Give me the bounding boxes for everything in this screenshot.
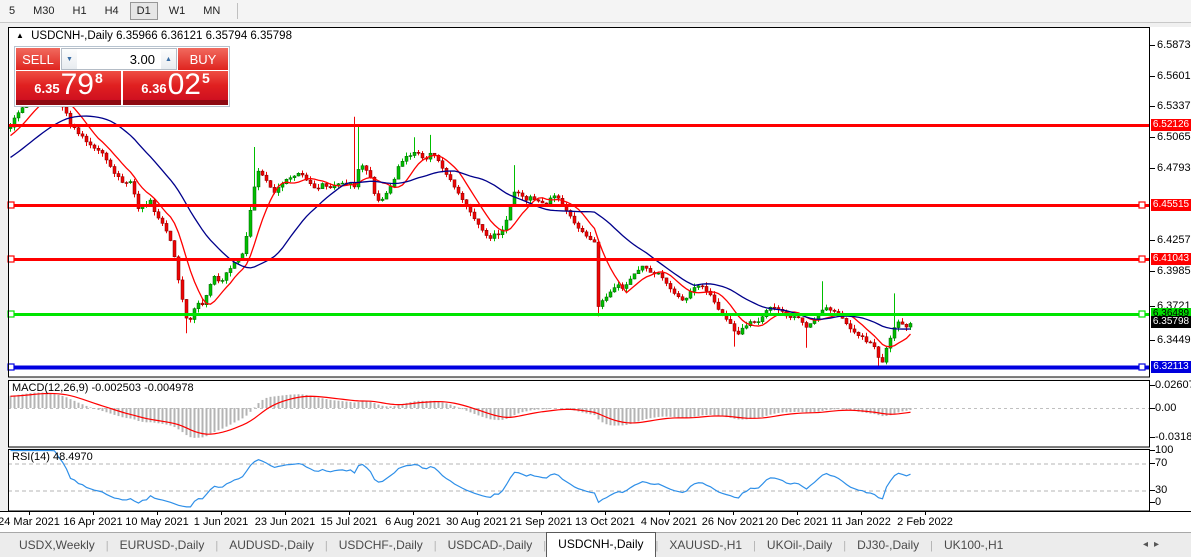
- volume-spinner: ▼ 3.00 ▲: [61, 48, 177, 70]
- price-axis-tick: 6.47930: [1157, 162, 1191, 174]
- price-axis-tick: 6.50650: [1157, 131, 1191, 143]
- volume-decrease-icon[interactable]: ▼: [62, 49, 77, 69]
- symbol-tab-bar: USDX,Weekly | EURUSD-,Daily | AUDUSD-,Daily |…: [0, 532, 1191, 557]
- tab-dj30-daily[interactable]: DJ30-,Daily: [857, 538, 920, 552]
- collapse-panel-icon[interactable]: ▲: [16, 31, 24, 40]
- tab-usdx-weekly[interactable]: USDX,Weekly: [19, 538, 95, 552]
- tab-separator: |: [324, 540, 328, 552]
- date-axis-tick: 23 Jun 2021: [254, 516, 316, 528]
- volume-increase-icon[interactable]: ▲: [161, 49, 176, 69]
- price-tag-6.52126: 6.52126: [1151, 119, 1191, 131]
- timeframe-button-5[interactable]: 5: [9, 5, 16, 17]
- price-tag-6.41043: 6.41043: [1151, 253, 1191, 265]
- buy-price-sup: 5: [201, 70, 210, 86]
- date-axis-tick: 26 Nov 2021: [701, 516, 765, 528]
- macd-axis-tick: 0.00: [1155, 402, 1177, 414]
- date-axis-tick: 6 Aug 2021: [385, 516, 441, 528]
- tab-separator: |: [930, 540, 933, 552]
- tab-xauusd-h1[interactable]: XAUUSD-,H1: [669, 538, 743, 552]
- rsi-axis-tick: 30: [1155, 484, 1168, 496]
- tab-uk100-h1[interactable]: UK100-,H1: [943, 538, 1004, 552]
- price-axis-tick: 6.56010: [1157, 70, 1191, 82]
- date-axis-tick: 4 Nov 2021: [640, 516, 698, 528]
- rsi-axis-tick: 70: [1155, 457, 1168, 469]
- tab-audusd-daily[interactable]: AUDUSD-,Daily: [229, 538, 314, 552]
- tab-separator: |: [753, 540, 756, 552]
- date-axis-tick: 21 Sep 2021: [509, 516, 573, 528]
- tab-eurusd-daily[interactable]: EURUSD-,Daily: [119, 538, 205, 552]
- macd-indicator-label: MACD(12,26,9) -0.002503 -0.004978: [12, 382, 194, 394]
- macd-axis-tick: -0.03187: [1155, 431, 1191, 443]
- timeframe-button-h4[interactable]: H4: [104, 5, 119, 17]
- buy-price-big: 02: [167, 68, 201, 101]
- tab-scroll-right-icon[interactable]: ▸: [1153, 539, 1165, 550]
- date-axis-tick: 24 Mar 2021: [0, 516, 60, 528]
- rsi-axis-tick: 100: [1155, 444, 1174, 456]
- tab-usdcnh-daily[interactable]: USDCNH-,Daily: [546, 532, 656, 557]
- date-axis-tick: 1 Jun 2021: [193, 516, 249, 528]
- tab-separator: |: [215, 540, 219, 552]
- sell-price-prefix: 6.35: [34, 81, 60, 96]
- date-axis-tick: 10 May 2021: [125, 516, 189, 528]
- buy-price-prefix: 6.36: [141, 81, 167, 96]
- chart-title: ▲ USDCNH-,Daily 6.35966 6.36121 6.35794 …: [16, 30, 292, 42]
- timeframe-button-d1[interactable]: D1: [129, 2, 158, 20]
- price-axis-tick: 6.53370: [1157, 100, 1191, 112]
- sell-price-sup: 8: [94, 70, 103, 86]
- timeframe-toolbar: 5 M30 H1 H4 D1 W1 MN: [0, 0, 1191, 23]
- chart-symbol: USDCNH-,Daily: [31, 30, 113, 42]
- price-axis-tick: 6.39850: [1157, 265, 1191, 277]
- price-tag-6.45515: 6.45515: [1151, 199, 1191, 211]
- sell-price-big: 79: [60, 68, 94, 101]
- date-axis-tick: 2 Feb 2022: [897, 516, 953, 528]
- price-tag-6.32113: 6.32113: [1151, 361, 1191, 373]
- timeframe-button-mn[interactable]: MN: [203, 5, 221, 17]
- tab-scroll-left-icon[interactable]: ◂: [1142, 539, 1154, 550]
- volume-input[interactable]: 3.00: [129, 51, 155, 67]
- tab-separator: |: [843, 540, 847, 552]
- timeframe-button-w1[interactable]: W1: [168, 5, 186, 17]
- tab-separator: |: [433, 540, 437, 552]
- tab-usdchf-daily[interactable]: USDCHF-,Daily: [338, 538, 423, 552]
- tab-usdcad-daily[interactable]: USDCAD-,Daily: [447, 538, 533, 552]
- rsi-indicator-label: RSI(14) 48.4970: [12, 451, 93, 463]
- toolbar-separator: [237, 3, 239, 19]
- tab-scroll-arrows[interactable]: ◂▸: [1143, 539, 1165, 550]
- tab-separator: |: [105, 540, 109, 552]
- tab-separator: |: [543, 540, 547, 552]
- rsi-axis-tick: 0: [1155, 496, 1162, 508]
- date-axis-tick: 16 Apr 2021: [63, 516, 123, 528]
- tab-separator: |: [655, 540, 659, 552]
- price-tag-6.35798: 6.35798: [1151, 316, 1191, 328]
- macd-axis-tick: 0.02607: [1155, 379, 1191, 391]
- date-axis-tick: 13 Oct 2021: [575, 516, 635, 528]
- price-axis-tick: 6.42570: [1157, 234, 1191, 246]
- sell-button[interactable]: SELL: [16, 48, 60, 70]
- sell-price-button[interactable]: 6.35 79 8: [16, 68, 121, 105]
- buy-button[interactable]: BUY: [178, 48, 228, 70]
- chart-ohlc-values: 6.35966 6.36121 6.35794 6.35798: [116, 30, 292, 42]
- tab-ukoil-daily[interactable]: UKOil-,Daily: [766, 538, 833, 552]
- one-click-trade-panel: SELL ▼ 3.00 ▲ BUY 6.35 79 8 6.36 02 5: [14, 46, 230, 107]
- date-axis-tick: 30 Aug 2021: [446, 516, 508, 528]
- buy-price-button[interactable]: 6.36 02 5: [123, 68, 228, 105]
- timeframe-button-h1[interactable]: H1: [72, 5, 87, 17]
- chart-canvas[interactable]: [0, 0, 1191, 532]
- date-axis-tick: 15 Jul 2021: [320, 516, 378, 528]
- timeframe-button-m30[interactable]: M30: [33, 5, 55, 17]
- date-axis-tick: 11 Jan 2022: [831, 516, 891, 528]
- date-axis-tick: 20 Dec 2021: [765, 516, 829, 528]
- price-axis-tick: 6.58730: [1157, 39, 1191, 51]
